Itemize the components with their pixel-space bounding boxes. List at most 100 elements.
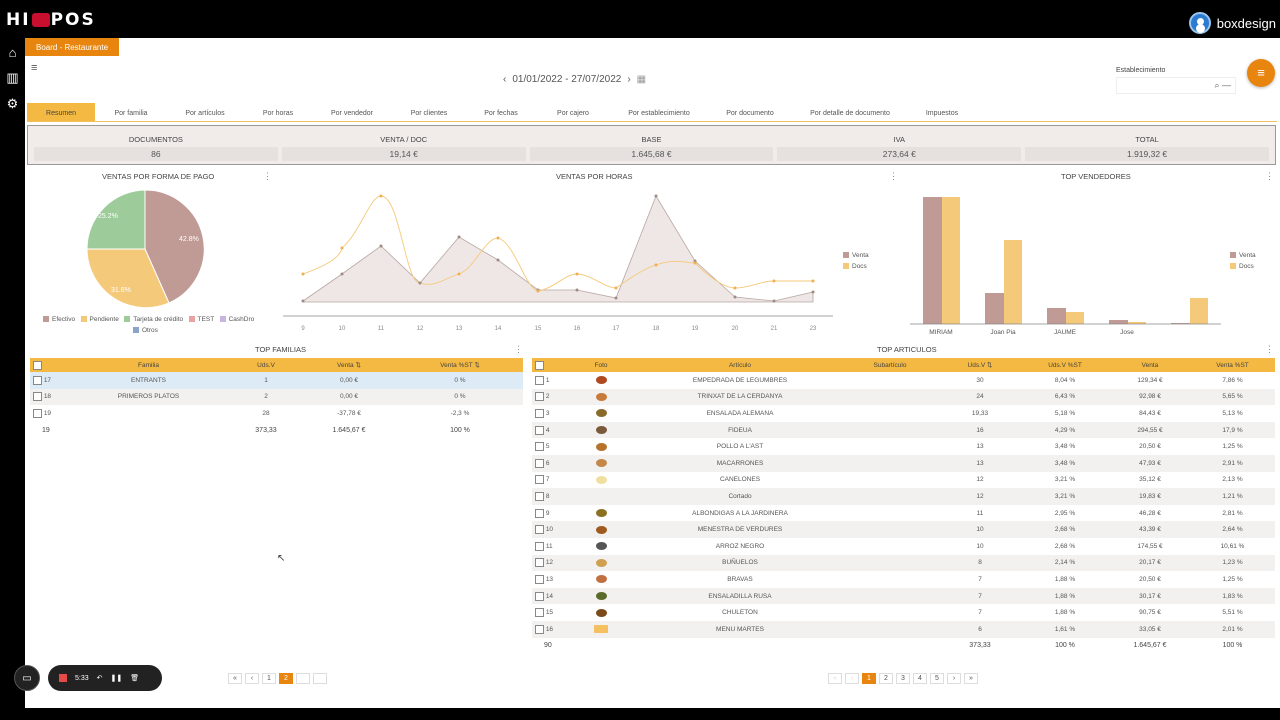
tab-por-fechas[interactable]: Por fechas [484,110,518,117]
reports-icon[interactable]: ▥ [6,70,19,85]
table-row[interactable]: 14 ENSALADILLA RUSA 7 1,88 % 30,17 €1,83 % [532,587,1275,605]
horas-chart-title: VENTAS POR HORAS [556,172,633,181]
page-2-button[interactable]: 2 [279,673,293,684]
undo-icon[interactable]: ↶ [96,675,103,682]
svg-text:Joan Pia: Joan Pia [990,329,1016,336]
next-page-button[interactable]: › [296,673,310,684]
summary-iva: IVA 273,64 € [775,126,1023,164]
svg-text:23: 23 [810,326,817,332]
familias-menu-icon[interactable]: ⋮ [514,344,523,354]
horas-menu-icon[interactable]: ⋮ [889,171,898,181]
record-time: 5:33 [75,674,89,682]
svg-text:11: 11 [378,326,385,332]
stop-record-icon[interactable] [59,674,67,682]
page-4-button[interactable]: 4 [913,673,927,684]
search-icon[interactable]: ⌕ — [1214,80,1231,90]
last-page-button[interactable]: » [313,673,327,684]
select-all-checkbox[interactable] [535,360,544,370]
articulos-menu-icon[interactable]: ⋮ [1265,344,1274,354]
next-date-icon[interactable]: › [627,74,631,85]
table-row[interactable]: 15 CHULETON 7 1,88 % 90,75 €5,51 % [532,604,1275,621]
svg-text:42.8%: 42.8% [179,236,199,243]
table-row[interactable]: 13 BRAVAS 7 1,88 % 20,50 €1,25 % [532,571,1275,588]
first-page-button[interactable]: « [228,673,242,684]
page-2-button[interactable]: 2 [879,673,893,684]
summary-base: BASE 1.645,68 € [528,126,776,164]
menu-icon[interactable]: ≡ [31,62,38,74]
first-page-button[interactable]: « [828,673,842,684]
page-1-button[interactable]: 1 [262,673,276,684]
next-page-button[interactable]: › [947,673,961,684]
table-row[interactable]: 10 MENESTRA DE VERDURES 10 2,68 % 43,39 €2,6… [532,521,1275,538]
mouse-cursor-icon: ↖ [277,553,286,564]
prev-date-icon[interactable]: ‹ [503,74,507,85]
tab-por-vendedor[interactable]: Por vendedor [330,110,374,117]
pago-menu-icon[interactable]: ⋮ [263,171,272,181]
pause-icon[interactable]: ❚❚ [110,675,123,682]
table-row[interactable]: 8 Cortado 12 3,21 % 19,83 €1,21 % [532,488,1275,505]
establecimiento-filter: Establecimiento ⌕ — [1116,67,1236,94]
food-photo-icon [595,608,607,617]
tab-por-clientes[interactable]: Por clientes [410,110,448,117]
board-tab[interactable]: Board - Restaurante [25,38,119,56]
summary-total: TOTAL 1.919,32 € [1023,126,1271,164]
date-range-label: 01/01/2022 - 27/07/2022 [512,74,622,85]
top-bar: HI POS boxdesign [0,0,1280,38]
prev-page-button[interactable]: ‹ [245,673,259,684]
table-row[interactable]: 7 CANELONES 12 3,21 % 35,12 €2,13 % [532,472,1275,489]
familias-pager: « ‹ 1 2 › » [228,673,327,684]
trash-icon[interactable]: 🗑 [130,675,140,682]
fab-menu-button[interactable]: ≡ [1247,59,1275,87]
table-row[interactable]: 4 FIDEUA 16 4,29 % 294,55 €17,9 % [532,421,1275,439]
svg-text:12: 12 [417,326,424,332]
user-menu[interactable]: boxdesign [1188,12,1276,34]
gear-icon[interactable]: ⚙ [6,96,19,111]
tab-por-horas[interactable]: Por horas [262,110,294,117]
last-page-button[interactable]: » [964,673,978,684]
home-icon[interactable]: ⌂ [8,44,17,60]
tab-por-establecimiento[interactable]: Por establecimiento [628,110,690,117]
table-row[interactable]: 1 EMPEDRADA DE LEGUMBRES 30 8,04 % 129,34 €7… [532,372,1275,389]
tab-por-cajero[interactable]: Por cajero [557,110,589,117]
food-photo-icon [595,509,607,518]
food-photo-icon [595,376,607,385]
table-row[interactable]: 17 ENTRANTS 1 0,00 €0 % [30,372,523,389]
tab-por-detalle-documento[interactable]: Por detalle de documento [810,110,890,117]
table-row[interactable]: 2 TRINXAT DE LA CERDANYA 24 6,43 % 92,98 €5,… [532,388,1275,406]
table-row[interactable]: 3 ENSALADA ALEMANA 19,33 5,18 % 84,43 €5,13 … [532,405,1275,422]
table-row[interactable]: 5 POLLO A L'AST 13 3,48 % 20,50 €1,25 % [532,438,1275,455]
camera-icon[interactable]: ▭ [14,665,40,691]
calendar-icon[interactable]: ▦ [636,74,647,85]
establecimiento-input[interactable]: ⌕ — [1116,77,1236,94]
table-row[interactable]: 19 28 -37,78 € -2,3 % [30,405,523,422]
page-1-button[interactable]: 1 [862,673,876,684]
tab-por-familia[interactable]: Por familia [114,110,148,117]
food-photo-icon [594,625,608,634]
svg-text:20: 20 [732,326,739,332]
prev-page-button[interactable]: ‹ [845,673,859,684]
hiopos-logo[interactable]: HI POS [6,10,96,30]
vendedores-legend: Venta Docs [1230,250,1256,272]
tab-por-articulos[interactable]: Por artículos [185,110,225,117]
horas-line-chart: 9 10 11 12 13 14 15 16 17 18 19 20 21 23 [283,194,833,332]
tab-resumen[interactable]: Resumen [27,103,95,121]
table-row[interactable]: 11 ARROZ NEGRO 10 2,68 % 174,55 €10,61 % [532,538,1275,555]
familias-title: TOP FAMILIAS [255,345,306,354]
page-5-button[interactable]: 5 [930,673,944,684]
table-row[interactable]: 6 MACARRONES 13 3,48 % 47,93 €2,91 % [532,454,1275,472]
table-row[interactable]: 16 MENU MARTES 6 1,61 % 33,05 €2,01 % [532,620,1275,638]
select-all-checkbox[interactable] [33,360,42,370]
report-tabs: Resumen Por familia Por artículos Por ho… [27,103,1277,122]
summary-venta-doc: VENTA / DOC 19,14 € [280,126,528,164]
pago-chart-title: VENTAS POR FORMA DE PAGO [102,172,215,181]
familias-table: Familia Uds.V Venta ⇅ Venta %ST ⇅ 17 ENTR… [30,358,523,438]
vendedores-menu-icon[interactable]: ⋮ [1265,171,1274,181]
tab-por-documento[interactable]: Por documento [726,110,774,117]
page-3-button[interactable]: 3 [896,673,910,684]
table-row[interactable]: 9 ALBONDIGAS A LA JARDINERA 11 2,95 % 46,28 … [532,505,1275,522]
tab-impuestos[interactable]: Impuestos [925,110,959,117]
user-name: boxdesign [1216,15,1276,31]
table-row[interactable]: 12 BUÑUELOS 8 2,14 % 20,17 €1,23 % [532,554,1275,572]
pago-legend-otros: Otros [133,327,158,334]
table-row[interactable]: 18 PRIMEROS PLATOS 2 0,00 €0 % [30,388,523,406]
